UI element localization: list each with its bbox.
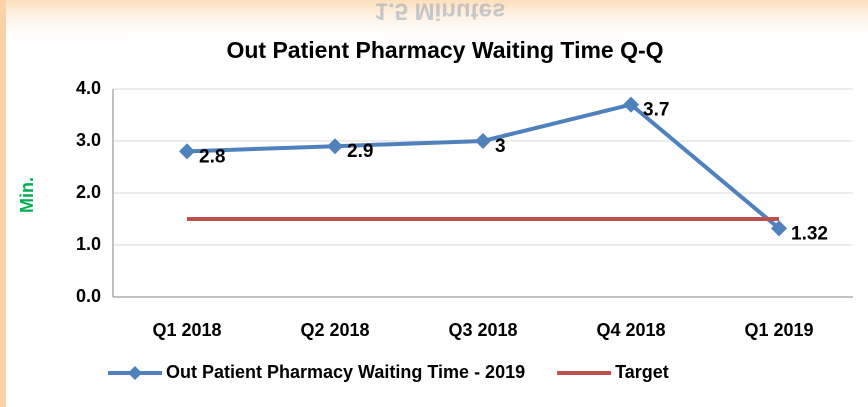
x-tick-label: Q4 2018 — [596, 320, 665, 340]
data-label: 1.32 — [791, 223, 828, 244]
x-tick-label: Q1 2018 — [152, 320, 221, 340]
legend-marker — [128, 366, 142, 380]
x-tick-label: Q1 2019 — [744, 320, 813, 340]
top-glow — [0, 0, 868, 45]
legend-label: Out Patient Pharmacy Waiting Time - 2019 — [166, 362, 525, 382]
y-tick-label: 2.0 — [76, 182, 101, 202]
legend-label: Target — [615, 362, 669, 382]
marker — [327, 138, 343, 155]
data-label: 2.8 — [199, 146, 225, 167]
data-label: 2.9 — [347, 141, 373, 162]
left-border — [0, 0, 6, 407]
x-tick-label: Q2 2018 — [300, 320, 369, 340]
y-tick-label: 0.0 — [76, 286, 101, 306]
y-axis-label: Min. — [17, 177, 37, 213]
data-label: 3 — [495, 136, 506, 157]
chart-title: Out Patient Pharmacy Waiting Time Q-Q — [226, 37, 663, 63]
y-tick-label: 4.0 — [76, 78, 101, 98]
mirrored-annotation: 1.5 Minutes — [375, 0, 506, 25]
x-tick-label: Q3 2018 — [448, 320, 517, 340]
marker — [179, 143, 195, 160]
marker — [623, 96, 639, 113]
y-tick-label: 3.0 — [76, 130, 101, 150]
y-tick-label: 1.0 — [76, 234, 101, 254]
marker — [771, 220, 787, 237]
data-label: 3.7 — [643, 100, 669, 121]
marker — [475, 133, 491, 149]
